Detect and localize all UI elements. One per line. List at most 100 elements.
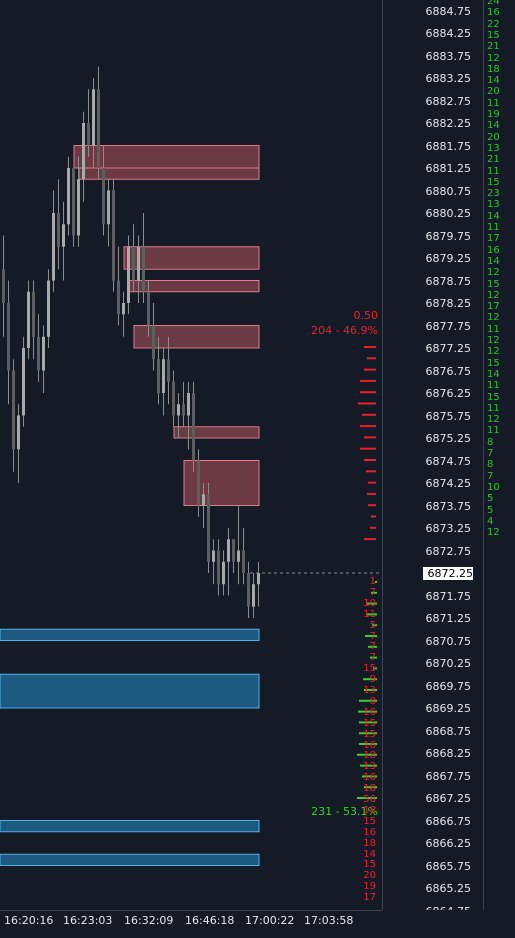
price-label: 6883.75 xyxy=(425,49,472,63)
bid-count: 18 xyxy=(363,837,376,849)
bid-count: 17 xyxy=(363,892,376,904)
volume-count: 12 xyxy=(487,267,500,279)
bid-count: 20 xyxy=(363,870,376,882)
candle-body xyxy=(82,123,85,180)
volume-count: 14 xyxy=(487,255,500,267)
candle-body xyxy=(22,348,25,416)
bid-count: 16 xyxy=(363,772,376,784)
volume-count: 12 xyxy=(487,52,500,64)
time-axis[interactable]: 16:20:16 16:23:03 16:32:09 16:46:18 17:00:22… xyxy=(0,911,382,938)
supply-zone xyxy=(123,246,260,270)
volume-count: 5 xyxy=(487,504,494,516)
candle-body xyxy=(27,291,30,348)
volume-column: 24 16 22 15 21 12 18 14 20 11 19 14 20 13 21 11 15 23 13 14… xyxy=(485,0,515,910)
time-label: 16:46:18 xyxy=(185,914,235,927)
price-label: 6876.25 xyxy=(425,387,472,400)
volume-count: 12 xyxy=(487,335,500,346)
price-label: 6877.75 xyxy=(425,319,472,333)
candle-body xyxy=(197,460,200,506)
candle-body xyxy=(52,213,55,281)
volume-count: 18 xyxy=(487,63,500,75)
candle-body xyxy=(47,280,50,337)
volume-count: 13 xyxy=(487,142,500,154)
volume-count: 10 xyxy=(487,481,500,493)
volume-count: 21 xyxy=(487,154,500,166)
candle-body xyxy=(122,303,125,315)
price-label: 6864.75 xyxy=(425,905,472,911)
price-scale[interactable]: 6884.75 6884.25 6883.75 6883.25 6882.75 6882.… xyxy=(383,0,483,910)
price-label: 6873.75 xyxy=(425,499,472,513)
price-label: 6868.25 xyxy=(425,747,472,760)
volume-count: 12 xyxy=(487,312,500,324)
price-label: 6879.25 xyxy=(425,252,472,265)
candle-body xyxy=(207,494,210,562)
price-label: 6870.25 xyxy=(425,657,472,670)
time-label: 17:03:58 xyxy=(304,914,354,927)
candle-body xyxy=(77,179,80,236)
bid-count: 7 xyxy=(369,586,376,598)
price-label: 6871.75 xyxy=(425,589,472,603)
supply-zone xyxy=(133,325,260,349)
price-label: 6878.75 xyxy=(425,274,472,288)
price-label: 6865.25 xyxy=(425,882,472,895)
candle-body xyxy=(87,123,90,146)
bid-count: 1 xyxy=(369,576,376,587)
price-label: 6880.75 xyxy=(425,184,472,198)
candle-body xyxy=(232,539,235,562)
bid-count: 16 xyxy=(363,706,376,718)
volume-count: 21 xyxy=(487,41,500,53)
volume-count: 20 xyxy=(487,86,500,98)
volume-count: 19 xyxy=(487,109,500,120)
candle-body xyxy=(227,539,230,562)
bid-count: 56 xyxy=(363,794,376,805)
bid-count: 19 xyxy=(363,881,376,893)
bid-count: 15 xyxy=(363,815,376,827)
volume-count: 7 xyxy=(487,470,494,482)
candle-body xyxy=(247,573,250,607)
candle-body xyxy=(12,370,15,450)
price-label: 6884.25 xyxy=(425,27,472,40)
candle-body xyxy=(102,168,105,225)
bid-count: 7 xyxy=(369,641,376,653)
price-label: 6875.75 xyxy=(425,409,472,423)
candle-body xyxy=(112,190,115,281)
price-label: 6881.25 xyxy=(425,162,472,175)
price-chart[interactable]: 0.50 204 - 46.9% 231 - 53.1% 1 7 10 11 5 7 7 7 1… xyxy=(0,0,382,910)
volume-count: 11 xyxy=(487,425,500,437)
candle-body xyxy=(237,550,240,562)
candle-body xyxy=(217,550,220,585)
volume-count: 14 xyxy=(487,368,500,380)
candle-body xyxy=(242,550,245,573)
supply-zone xyxy=(173,426,260,439)
price-label: 6868.75 xyxy=(425,724,472,738)
chart-canvas[interactable] xyxy=(0,0,382,910)
bid-count: 11 xyxy=(363,608,376,620)
bid-count: 10 xyxy=(363,597,376,609)
volume-count: 4 xyxy=(487,515,494,527)
candle-body xyxy=(192,393,195,461)
price-label: 6870.75 xyxy=(425,634,472,648)
demand-zone xyxy=(0,628,260,641)
bid-count: 18 xyxy=(363,783,376,795)
price-label: 6871.25 xyxy=(425,612,472,625)
volume-count: 11 xyxy=(487,323,500,335)
price-label: 6877.25 xyxy=(425,342,472,355)
price-label: 6874.25 xyxy=(425,477,472,490)
price-label: 6879.75 xyxy=(425,229,472,243)
candle-body xyxy=(202,494,205,506)
bid-count: 16 xyxy=(363,826,376,838)
volume-count: 7 xyxy=(487,448,494,459)
volume-count: 15 xyxy=(487,357,500,369)
sell-volume-summary: 204 - 46.9% xyxy=(311,324,378,337)
price-label: 6867.25 xyxy=(425,792,472,805)
volume-count: 24 xyxy=(487,0,500,7)
volume-count: 16 xyxy=(487,244,500,256)
volume-count: 15 xyxy=(487,278,500,290)
volume-count: 8 xyxy=(487,436,494,448)
candle-body xyxy=(127,246,130,303)
volume-count: 8 xyxy=(487,459,494,471)
price-label: 6866.75 xyxy=(425,814,472,828)
volume-count: 11 xyxy=(487,222,500,233)
volume-count: 12 xyxy=(487,346,500,358)
supply-zone xyxy=(78,167,260,180)
